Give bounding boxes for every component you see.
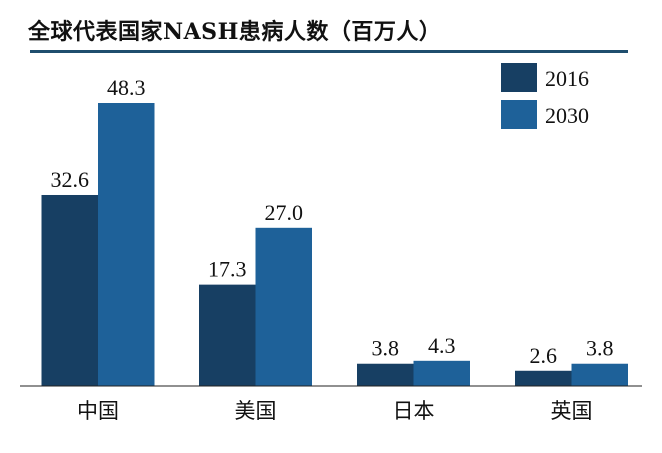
- bar-2016-2: [357, 363, 414, 386]
- title-underline: [30, 50, 628, 53]
- bar-2030-0: [98, 103, 155, 386]
- bar-2016-0: [41, 194, 98, 386]
- x-tick-label: 日本: [393, 399, 435, 423]
- value-label: 2.6: [530, 343, 558, 368]
- value-label: 3.8: [372, 336, 400, 361]
- bar-2030-3: [571, 363, 628, 386]
- bar-2016-3: [515, 370, 572, 386]
- legend-label: 2030: [545, 103, 589, 128]
- x-tick-label: 中国: [77, 399, 119, 423]
- value-label: 17.3: [208, 257, 247, 282]
- value-label: 27.0: [265, 200, 304, 225]
- chart-title: 全球代表国家NASH患病人数（百万人）: [28, 19, 442, 45]
- value-label: 4.3: [428, 333, 456, 358]
- bar-2016-1: [199, 284, 256, 386]
- legend-swatch-2016: [501, 63, 537, 92]
- bar-2030-1: [255, 227, 312, 386]
- value-label: 32.6: [51, 167, 90, 192]
- x-tick-label: 英国: [551, 399, 593, 423]
- value-label: 48.3: [107, 75, 146, 100]
- bar-2030-2: [413, 360, 470, 386]
- x-tick-label: 美国: [235, 399, 277, 423]
- legend-label: 2016: [545, 66, 589, 91]
- legend-swatch-2030: [501, 100, 537, 129]
- value-label: 3.8: [586, 336, 614, 361]
